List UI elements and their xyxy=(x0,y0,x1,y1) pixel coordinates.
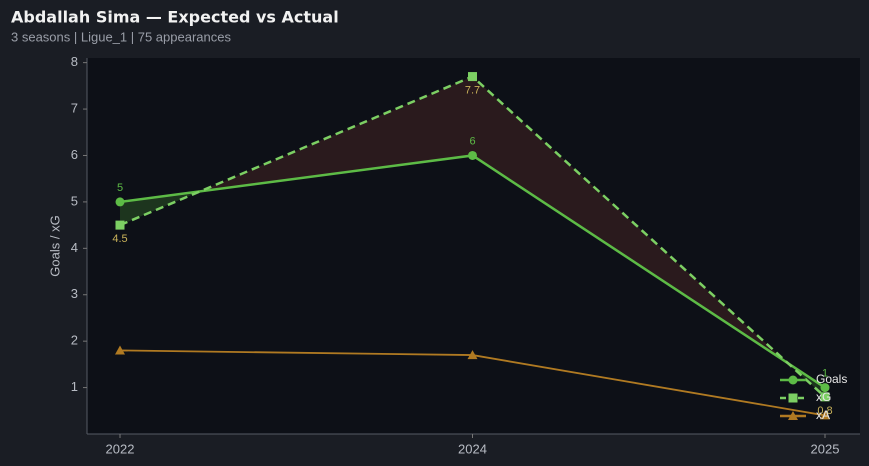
y-tick-label: 8 xyxy=(71,54,78,69)
value-label: 5 xyxy=(117,182,123,194)
point xyxy=(467,350,478,360)
point xyxy=(820,392,830,402)
y-tick-label: 1 xyxy=(71,379,78,394)
chart-subtitle: 3 seasons | Ligue_1 | 75 appearances xyxy=(11,29,231,44)
y-tick-label: 6 xyxy=(71,147,78,162)
value-label: 1 xyxy=(822,367,828,379)
value-label: 4.5 xyxy=(112,233,127,245)
legend-label: Goals xyxy=(816,372,847,386)
legend-marker xyxy=(788,375,798,385)
y-tick-label: 7 xyxy=(71,100,78,115)
legend-label: xG xyxy=(816,390,831,404)
x-tick-label: 2024 xyxy=(458,441,487,456)
x-tick-label: 2025 xyxy=(811,441,840,456)
point xyxy=(820,383,830,393)
y-axis-label: Goals / xG xyxy=(47,215,62,276)
point xyxy=(115,197,125,207)
chart-title: Abdallah Sima — Expected vs Actual xyxy=(11,8,339,27)
point xyxy=(468,150,477,160)
y-tick-label: 5 xyxy=(71,193,78,208)
value-label: 7.7 xyxy=(465,84,480,96)
legend-marker xyxy=(788,411,798,420)
point xyxy=(820,410,830,420)
y-tick-label: 4 xyxy=(71,240,78,255)
legend-label: xA xyxy=(816,408,830,422)
point xyxy=(468,72,477,82)
x-tick-label: 2022 xyxy=(106,441,135,456)
legend-marker xyxy=(788,393,798,403)
point xyxy=(115,345,125,355)
y-tick-label: 3 xyxy=(71,286,78,301)
y-tick-label: 2 xyxy=(71,333,78,348)
value-label: 6 xyxy=(469,135,475,147)
point xyxy=(115,220,125,230)
